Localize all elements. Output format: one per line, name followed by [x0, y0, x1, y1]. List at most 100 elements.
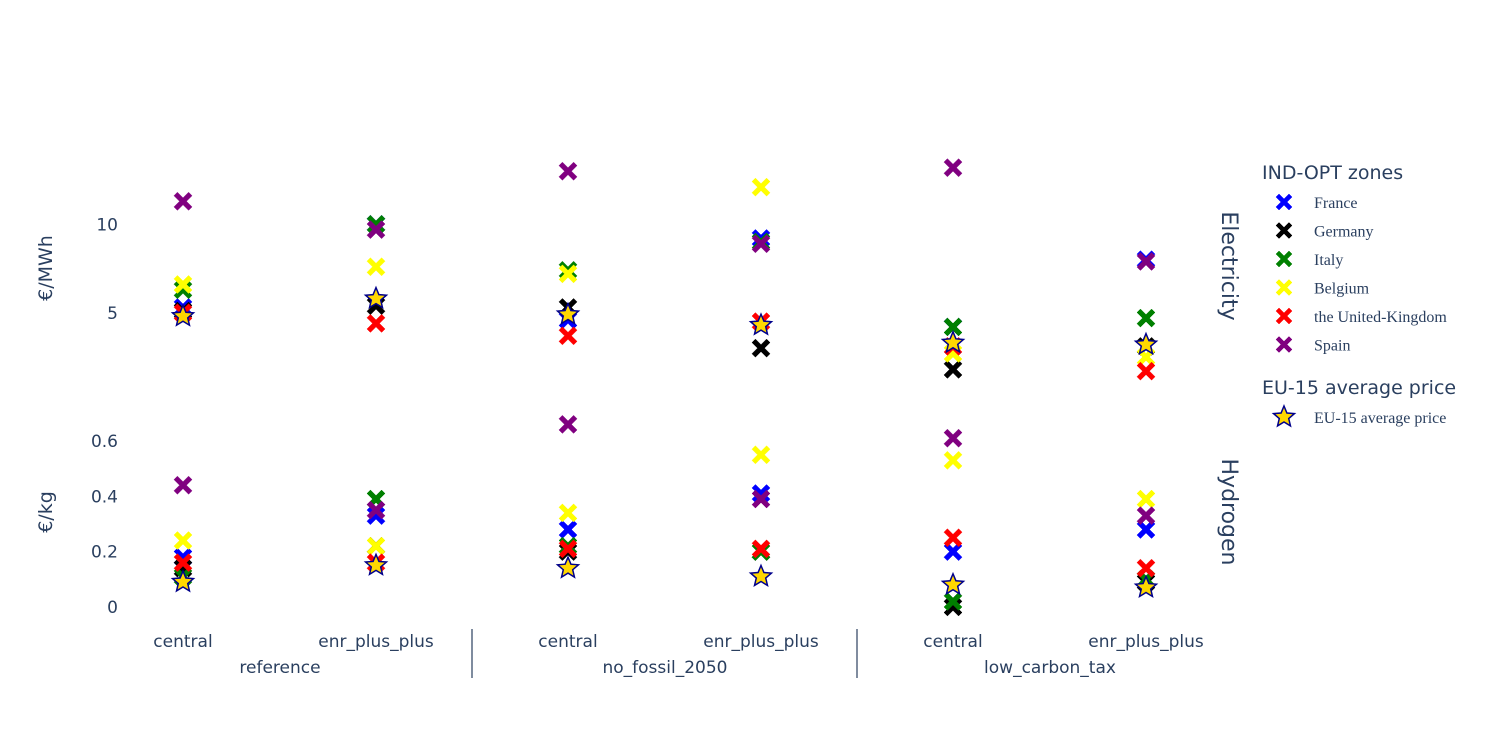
y-tick-label: 0.4: [91, 487, 118, 507]
point-italy[interactable]: [943, 317, 963, 337]
point-belgium[interactable]: [751, 445, 771, 465]
point-eu-15-average-price[interactable]: [1133, 574, 1159, 599]
point-the-united-kingdom[interactable]: [558, 326, 578, 346]
facet-label: Hydrogen: [1216, 459, 1241, 566]
point-spain[interactable]: [1136, 252, 1156, 271]
point-eu-15-average-price[interactable]: [363, 552, 389, 576]
legend-marker-germany: [1275, 222, 1293, 239]
series-eu-15-average-price: [170, 552, 1159, 599]
point-the-united-kingdom[interactable]: [1136, 361, 1156, 381]
point-belgium[interactable]: [943, 450, 963, 470]
point-eu-15-average-price[interactable]: [363, 285, 389, 310]
point-eu-15-average-price[interactable]: [940, 571, 966, 596]
legend-marker-spain: [1275, 336, 1293, 353]
point-spain[interactable]: [943, 428, 963, 448]
y-tick-label: 10: [96, 215, 118, 235]
legend-item-spain[interactable]: Spain: [1275, 336, 1350, 355]
x-tick-label: central: [538, 632, 597, 652]
series-belgium: [173, 445, 1156, 556]
point-germany[interactable]: [751, 338, 771, 358]
y-tick-label: 0.2: [91, 543, 118, 563]
point-the-united-kingdom[interactable]: [943, 528, 963, 548]
legend-item-eu-15-average-price[interactable]: EU-15 average price: [1271, 404, 1447, 428]
point-spain[interactable]: [558, 161, 578, 181]
legend-label: Germany: [1314, 224, 1374, 241]
point-eu-15-average-price[interactable]: [748, 563, 774, 587]
series-the-united-kingdom: [173, 303, 1156, 381]
series-france: [173, 214, 1156, 337]
series-the-united-kingdom: [173, 528, 1156, 578]
panel-hydrogen: 0 0.2 0.4 0.6 €/kg Hydrogen: [35, 415, 1241, 618]
legend-label: France: [1314, 195, 1358, 212]
x-axis: central enr_plus_plus reference central enr_…: [153, 629, 1204, 678]
legend-item-italy[interactable]: Italy: [1275, 250, 1343, 269]
legend-label: Belgium: [1314, 281, 1370, 298]
point-the-united-kingdom[interactable]: [1136, 558, 1156, 578]
point-the-united-kingdom[interactable]: [751, 539, 771, 559]
point-belgium[interactable]: [558, 264, 578, 284]
legend-title-average: EU-15 average price: [1262, 377, 1456, 399]
point-france[interactable]: [558, 520, 578, 539]
point-spain[interactable]: [1136, 506, 1156, 526]
point-spain[interactable]: [366, 500, 386, 520]
legend-marker-italy: [1275, 250, 1293, 268]
point-belgium[interactable]: [366, 536, 386, 556]
legend-marker-the-united-kingdom: [1275, 307, 1293, 325]
point-belgium[interactable]: [751, 177, 771, 197]
point-eu-15-average-price[interactable]: [555, 301, 581, 326]
legend-label: Spain: [1314, 338, 1350, 355]
x-tick-label: central: [923, 632, 982, 652]
point-eu-15-average-price[interactable]: [555, 555, 581, 579]
series-spain: [173, 415, 1156, 526]
point-the-united-kingdom[interactable]: [558, 539, 578, 559]
point-germany[interactable]: [943, 360, 963, 379]
point-belgium[interactable]: [173, 531, 193, 550]
point-eu-15-average-price[interactable]: [1133, 331, 1159, 356]
point-the-united-kingdom[interactable]: [366, 314, 386, 333]
point-belgium[interactable]: [1136, 489, 1156, 509]
point-eu-15-average-price[interactable]: [940, 329, 966, 354]
series-eu-15-average-price: [170, 285, 1159, 356]
point-eu-15-average-price[interactable]: [748, 312, 774, 336]
point-eu-15-average-price[interactable]: [170, 303, 196, 327]
legend-item-france[interactable]: France: [1275, 193, 1358, 212]
legend-label: EU-15 average price: [1314, 410, 1446, 427]
legend[interactable]: IND-OPT zones France Germany Italy Belgium th…: [1262, 162, 1456, 428]
legend-item-germany[interactable]: Germany: [1275, 222, 1374, 241]
y-axis-title: €/kg: [35, 491, 57, 533]
legend-label: the United-Kingdom: [1314, 309, 1447, 326]
point-belgium[interactable]: [173, 275, 193, 294]
legend-item-belgium[interactable]: Belgium: [1275, 279, 1370, 298]
x-tick-label: enr_plus_plus: [1088, 632, 1204, 652]
legend-marker-belgium: [1275, 279, 1293, 296]
series-belgium: [173, 177, 1156, 367]
point-spain[interactable]: [943, 158, 963, 178]
y-axis-title: €/MWh: [35, 235, 57, 301]
series-italy: [173, 214, 1156, 337]
point-spain[interactable]: [751, 489, 771, 509]
point-belgium[interactable]: [366, 257, 386, 277]
series-germany: [173, 536, 1156, 617]
x-tick-label: enr_plus_plus: [703, 632, 819, 652]
point-spain[interactable]: [173, 191, 193, 211]
point-italy[interactable]: [1136, 308, 1156, 328]
series-spain: [173, 158, 1156, 271]
point-spain[interactable]: [751, 234, 771, 254]
plot-panels: 5 10 €/MWh Electricity 0 0.2 0.4 0.6 €/kg Hydroge…: [35, 158, 1241, 618]
legend-item-the-united-kingdom[interactable]: the United-Kingdom: [1275, 307, 1447, 326]
point-spain[interactable]: [558, 415, 578, 434]
facet-label: Electricity: [1216, 211, 1241, 320]
x-tick-label: central: [153, 632, 212, 652]
legend-marker-france: [1275, 193, 1293, 211]
point-the-united-kingdom[interactable]: [173, 553, 193, 573]
legend-title-zones: IND-OPT zones: [1262, 162, 1403, 184]
point-eu-15-average-price[interactable]: [170, 569, 196, 593]
point-spain[interactable]: [366, 220, 386, 239]
panel-electricity: 5 10 €/MWh Electricity: [35, 158, 1241, 381]
x-group-label: low_carbon_tax: [984, 658, 1116, 678]
series-germany: [173, 296, 1156, 379]
point-belgium[interactable]: [558, 503, 578, 523]
legend-marker-star: [1271, 404, 1297, 428]
point-spain[interactable]: [173, 475, 193, 495]
y-tick-label: 0.6: [91, 432, 118, 452]
